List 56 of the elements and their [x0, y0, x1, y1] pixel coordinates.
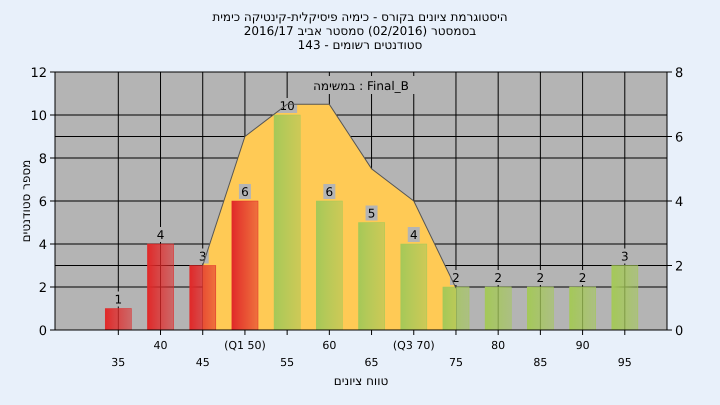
y2-tick-label: 2	[675, 260, 684, 274]
y-axis-title: מספר סטודנטים	[19, 160, 33, 242]
data-label: 4	[156, 228, 164, 242]
y-tick-label: 0	[38, 324, 47, 339]
data-label: 4	[410, 228, 418, 242]
x-tick-label: 65	[364, 356, 379, 369]
x-tick-label: 85	[533, 356, 548, 369]
data-label: 6	[326, 185, 334, 199]
data-label: 6	[241, 185, 249, 199]
bar	[274, 114, 300, 330]
bar	[400, 244, 428, 330]
data-label: 2	[536, 271, 544, 285]
bar	[104, 308, 132, 330]
data-label: 2	[452, 271, 460, 285]
bar	[316, 200, 343, 330]
chart-subtitle: בסמסטר (02/2016) סמסטר אביב 2016/17	[244, 24, 476, 38]
text: סטודנטים רשומים - 143	[298, 38, 423, 52]
y-tick-label: 8	[38, 152, 47, 167]
bar	[569, 286, 596, 330]
x-tick-label: 40	[154, 339, 168, 352]
x-tick-label: (Q1 50)	[224, 339, 266, 352]
bar	[232, 200, 258, 330]
y-tick-label: 10	[30, 109, 47, 124]
y-tick-label: 12	[30, 66, 47, 81]
x-tick-label: 45	[196, 356, 210, 369]
bar	[358, 222, 385, 330]
data-label: 1	[114, 292, 122, 306]
y2-tick-label: 4	[675, 195, 684, 210]
data-label: 3	[620, 250, 629, 264]
x-tick-label: 80	[491, 339, 506, 352]
bar	[189, 265, 216, 330]
y2-tick-label: 8	[675, 66, 684, 81]
x-tick-label: 95	[618, 356, 632, 369]
data-label: 10	[279, 99, 295, 113]
x-tick-label: 60	[322, 339, 336, 352]
y2-tick-label: 6	[675, 130, 684, 146]
x-tick-label: 55	[280, 356, 294, 369]
annotation: במשימה : Final_B	[313, 79, 409, 93]
x-tick-label: 75	[448, 356, 463, 369]
data-label: 2	[494, 271, 502, 285]
y-tick-label: 2	[38, 281, 47, 296]
x-tick-label: (Q3 70)	[392, 339, 435, 352]
data-label: 2	[578, 271, 586, 285]
x-axis-title: טווח ציונים	[334, 374, 388, 388]
bar	[484, 286, 512, 330]
x-tick-label: 35	[111, 356, 126, 369]
bar	[147, 244, 174, 330]
y-tick-label: 4	[38, 238, 47, 253]
bar	[611, 265, 638, 330]
bar	[527, 286, 554, 330]
chart-title: היסטוגרמת ציונים בקורס - כימיה פיסיקלית-קינטיקה כימית	[212, 10, 508, 24]
bar	[442, 286, 470, 330]
y-tick-label: 6	[38, 195, 47, 210]
x-tick-label: 90	[576, 339, 590, 352]
y2-tick-label: 0	[675, 324, 684, 339]
data-label: 5	[368, 206, 376, 220]
